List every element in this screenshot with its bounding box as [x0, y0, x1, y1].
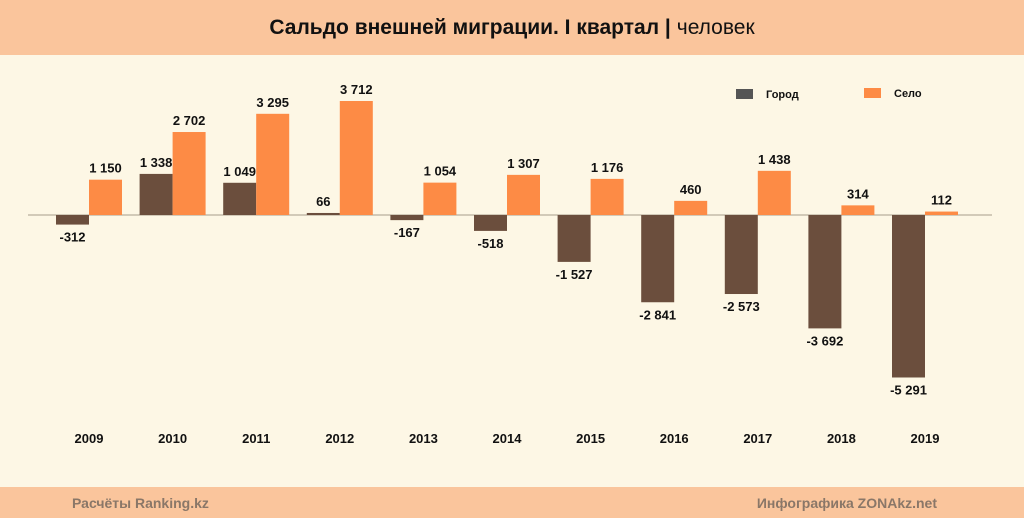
data-label: 1 438: [758, 152, 791, 167]
bar-Село-2019: [925, 211, 958, 215]
x-tick-label: 2014: [493, 431, 523, 446]
footer: Расчёты Ranking.kz Инфографика ZONAkz.ne…: [0, 487, 1024, 518]
bar-Город-2014: [474, 215, 507, 231]
data-label: -2 841: [639, 307, 676, 322]
data-label: -1 527: [556, 267, 593, 282]
x-tick-label: 2009: [75, 431, 104, 446]
footer-source: Расчёты Ranking.kz: [72, 495, 209, 511]
data-label: 1 150: [89, 161, 122, 176]
legend-label: Город: [766, 89, 799, 101]
data-label: 2 702: [173, 113, 206, 128]
data-label: 112: [931, 193, 952, 208]
legend-label: Село: [894, 88, 922, 100]
data-label: 1 176: [591, 160, 624, 175]
data-label: -167: [394, 225, 420, 240]
bar-Село-2013: [423, 182, 457, 215]
x-tick-label: 2016: [660, 431, 689, 446]
data-label: 66: [316, 194, 330, 209]
bar-chart: -312 1 150 2009 1 338 2 702 2010 1 049 3 295 201…: [28, 82, 992, 446]
x-tick-label: 2015: [576, 431, 605, 446]
footer-credit: Инфографика ZONAkz.net: [756, 495, 937, 511]
x-tick-label: 2013: [409, 431, 438, 446]
data-label: -518: [477, 236, 503, 251]
data-label: 314: [847, 186, 869, 201]
data-label: -312: [59, 230, 85, 245]
legend-swatch: [736, 89, 753, 99]
x-tick-label: 2010: [158, 431, 187, 446]
chart-title: Сальдо внешней миграции. I квартал | чело…: [0, 0, 1024, 55]
data-label: -2 573: [723, 299, 760, 314]
data-label: 3 712: [340, 82, 373, 97]
data-label: -3 692: [806, 333, 843, 348]
bar-Город-2017: [724, 215, 758, 295]
bar-Село-2018: [841, 205, 875, 215]
x-tick-label: 2012: [325, 431, 354, 446]
data-label: -5 291: [890, 382, 927, 397]
data-label: 1 338: [140, 155, 173, 170]
bar-Село-2009: [89, 179, 122, 215]
bar-Село-2017: [757, 170, 791, 215]
bar-Город-2015: [557, 215, 591, 262]
bar-Город-2010: [139, 173, 173, 215]
title-unit: человек: [676, 15, 755, 39]
x-tick-label: 2019: [911, 431, 940, 446]
bar-Город-2016: [641, 215, 675, 303]
bar-Город-2011: [223, 182, 257, 215]
data-label: 1 307: [507, 156, 540, 171]
bar-Село-2012: [339, 101, 373, 215]
bar-Село-2014: [507, 174, 540, 215]
bar-Село-2016: [674, 200, 708, 215]
bar-Село-2010: [172, 132, 206, 215]
bar-Село-2015: [590, 178, 624, 215]
bar-Село-2011: [256, 113, 290, 215]
bar-Город-2009: [56, 215, 89, 225]
data-label: 460: [680, 182, 702, 197]
data-label: 3 295: [256, 95, 289, 110]
x-tick-label: 2011: [242, 431, 270, 446]
data-label: 1 054: [424, 164, 457, 179]
title-main: Сальдо внешней миграции. I квартал |: [269, 15, 671, 39]
bar-Город-2013: [390, 215, 424, 221]
legend-swatch: [864, 88, 881, 98]
x-tick-label: 2018: [827, 431, 856, 446]
bar-Город-2019: [892, 215, 925, 378]
bar-Город-2012: [306, 212, 340, 215]
bar-Город-2018: [808, 215, 842, 329]
data-label: 1 049: [223, 164, 256, 179]
x-tick-label: 2017: [743, 431, 772, 446]
